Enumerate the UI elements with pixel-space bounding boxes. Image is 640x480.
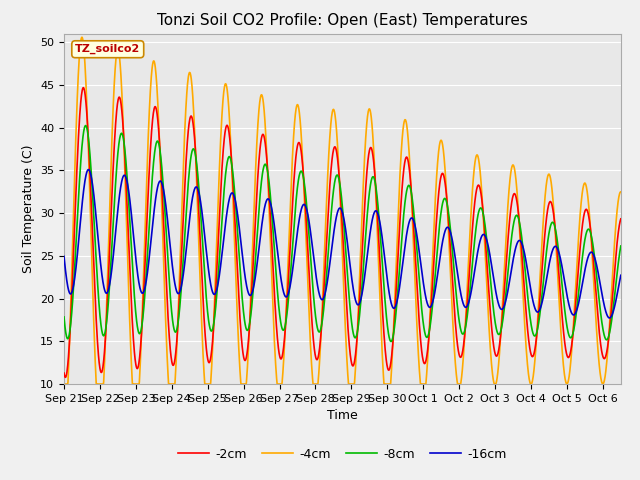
-8cm xyxy=(93,270,100,276)
X-axis label: Time: Time xyxy=(327,409,358,422)
-16cm xyxy=(605,315,613,321)
-2cm xyxy=(532,341,540,347)
-8cm xyxy=(60,314,68,320)
-2cm xyxy=(60,370,68,376)
-2cm xyxy=(617,216,625,222)
-8cm xyxy=(532,332,540,338)
-16cm xyxy=(532,307,540,312)
-4cm xyxy=(93,381,100,387)
-2cm xyxy=(410,216,417,222)
-16cm xyxy=(617,273,625,278)
-8cm xyxy=(426,323,434,329)
Title: Tonzi Soil CO2 Profile: Open (East) Temperatures: Tonzi Soil CO2 Profile: Open (East) Temp… xyxy=(157,13,528,28)
-4cm xyxy=(60,381,68,387)
Line: -4cm: -4cm xyxy=(64,37,621,384)
Line: -2cm: -2cm xyxy=(64,88,621,377)
-16cm xyxy=(60,253,68,259)
-4cm xyxy=(346,381,354,387)
-4cm xyxy=(78,35,86,40)
-8cm xyxy=(617,243,625,249)
-4cm xyxy=(409,228,417,234)
-4cm xyxy=(532,350,540,356)
Line: -16cm: -16cm xyxy=(64,169,621,318)
-16cm xyxy=(598,289,605,295)
-4cm xyxy=(617,189,625,195)
-16cm xyxy=(346,260,354,265)
-8cm xyxy=(82,123,90,129)
-16cm xyxy=(84,167,92,172)
-4cm xyxy=(598,379,605,384)
-16cm xyxy=(93,223,100,229)
-2cm xyxy=(346,349,354,355)
-2cm xyxy=(598,349,605,355)
-16cm xyxy=(409,216,417,222)
-2cm xyxy=(61,374,69,380)
Text: TZ_soilco2: TZ_soilco2 xyxy=(75,44,140,54)
-2cm xyxy=(426,318,434,324)
-8cm xyxy=(387,338,395,344)
Legend: -2cm, -4cm, -8cm, -16cm: -2cm, -4cm, -8cm, -16cm xyxy=(173,443,512,466)
-4cm xyxy=(426,314,434,320)
-8cm xyxy=(346,301,354,307)
Y-axis label: Soil Temperature (C): Soil Temperature (C) xyxy=(22,144,35,273)
-2cm xyxy=(93,335,101,340)
-16cm xyxy=(426,304,434,310)
Line: -8cm: -8cm xyxy=(64,126,621,341)
-2cm xyxy=(79,85,87,91)
-8cm xyxy=(598,319,605,325)
-8cm xyxy=(410,204,417,209)
